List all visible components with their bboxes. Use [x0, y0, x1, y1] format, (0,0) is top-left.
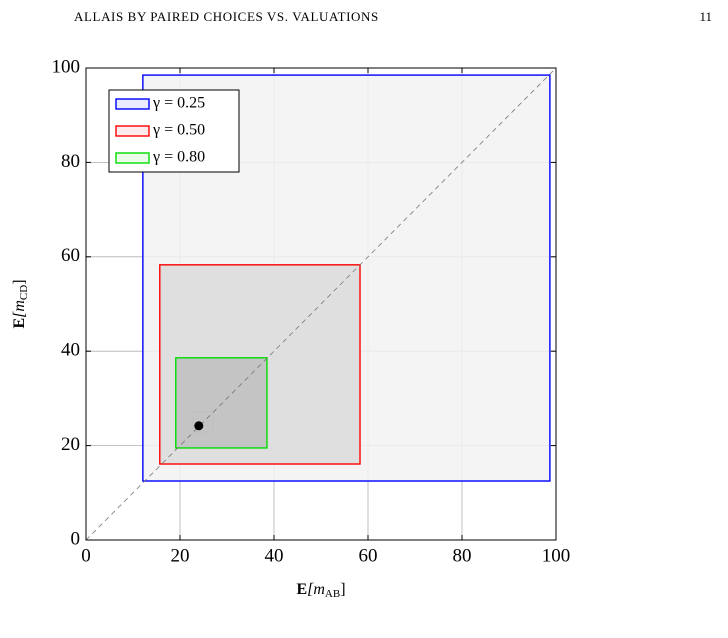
- ylabel-part: E: [11, 318, 28, 329]
- running-header: ALLAIS BY PAIRED CHOICES VS. VALUATIONS: [74, 9, 379, 24]
- xlabel-part: [m: [307, 581, 325, 598]
- legend-label: γ = 0.25: [152, 95, 205, 112]
- legend-swatch: [115, 98, 150, 110]
- x-tick-label: 60: [359, 545, 378, 566]
- legend-label: γ = 0.50: [152, 122, 205, 139]
- x-tick-label: 40: [265, 545, 284, 566]
- point: [194, 421, 204, 431]
- x-tick-label: 20: [171, 545, 190, 566]
- y-tick-label: 0: [71, 528, 81, 549]
- xlabel-part: AB: [325, 588, 340, 600]
- legend-box: [108, 89, 240, 173]
- xlabel-part: ]: [340, 581, 345, 598]
- x-tick-label: 80: [453, 545, 472, 566]
- axes-frame: [85, 67, 557, 541]
- y-tick-label: 80: [61, 151, 80, 172]
- x-tick-label: 0: [81, 545, 91, 566]
- ylabel-part: CD: [18, 285, 30, 300]
- diagonal: [85, 67, 557, 541]
- y-tick-label: 40: [61, 340, 80, 361]
- y-tick-label: 60: [61, 245, 80, 266]
- xlabel-part: E: [296, 581, 307, 598]
- ylabel-part: [m: [11, 300, 28, 318]
- x-tick-label: 100: [542, 545, 571, 566]
- region: [175, 357, 268, 449]
- legend-label: γ = 0.80: [152, 149, 205, 166]
- page-number: 11: [699, 9, 712, 24]
- legend-swatch: [115, 125, 150, 137]
- ylabel-part: ]: [11, 279, 28, 284]
- xlabel: E[mAB]: [296, 581, 345, 600]
- legend-swatch: [115, 152, 150, 164]
- y-tick-label: 100: [52, 56, 81, 77]
- ylabel: E[mCD]: [11, 279, 30, 328]
- y-tick-label: 20: [61, 434, 80, 455]
